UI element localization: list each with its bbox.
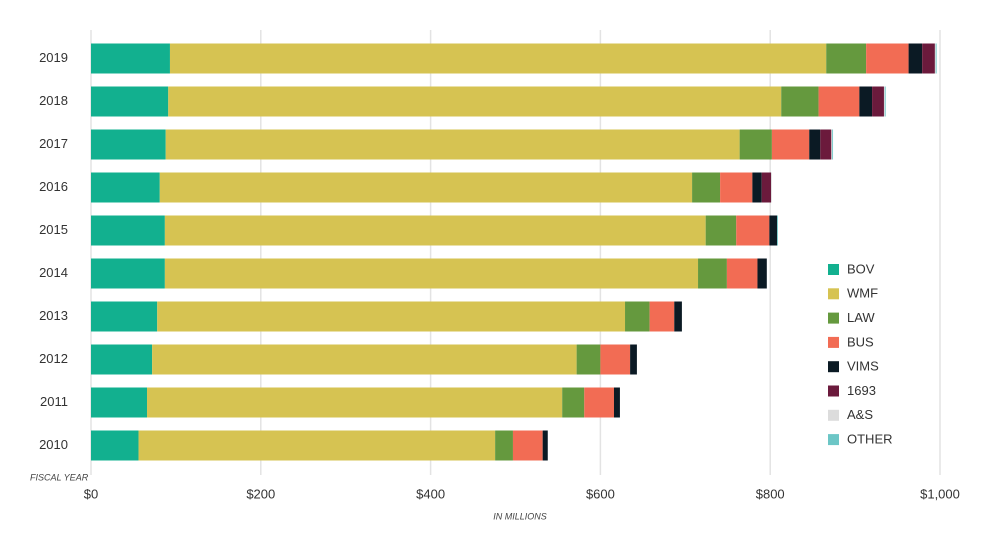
legend-label: BOV bbox=[847, 261, 875, 276]
y-tick-label: 2019 bbox=[39, 50, 68, 65]
bar-segment bbox=[705, 215, 737, 246]
bar-segment bbox=[562, 387, 585, 418]
bar-segment bbox=[91, 215, 165, 246]
x-axis-label: IN MILLIONS bbox=[493, 511, 547, 521]
y-tick-label: 2016 bbox=[39, 179, 68, 194]
bar-segment bbox=[831, 129, 833, 160]
bar-segment bbox=[818, 86, 860, 117]
bar-segment bbox=[91, 172, 160, 203]
bar-segment bbox=[147, 387, 563, 418]
bar-segment bbox=[872, 86, 884, 117]
bar-segment bbox=[91, 43, 170, 74]
bar-segment bbox=[866, 43, 909, 74]
bar-segment bbox=[674, 301, 682, 332]
bar-segment bbox=[859, 86, 873, 117]
bar-segment bbox=[584, 387, 614, 418]
legend-label: VIMS bbox=[847, 359, 879, 374]
bar-segment bbox=[91, 430, 139, 461]
legend-label: OTHER bbox=[847, 432, 893, 447]
bar-segment bbox=[757, 258, 767, 289]
bar-segment bbox=[613, 387, 620, 418]
legend-swatch bbox=[828, 434, 839, 446]
bar-segment bbox=[91, 387, 148, 418]
bar-segment bbox=[649, 301, 675, 332]
legend-swatch bbox=[828, 336, 839, 348]
bar-segment bbox=[542, 430, 548, 461]
bar-segment bbox=[692, 172, 721, 203]
bar-segment bbox=[771, 129, 810, 160]
legend-swatch bbox=[828, 409, 839, 421]
bar-segment bbox=[769, 215, 777, 246]
bar-segment bbox=[164, 215, 706, 246]
bar-segment bbox=[739, 129, 772, 160]
x-tick-label: $800 bbox=[756, 486, 785, 501]
bar-segment bbox=[698, 258, 727, 289]
bar-segment bbox=[630, 344, 637, 375]
x-tick-label: $0 bbox=[84, 486, 98, 501]
bar-segment bbox=[159, 172, 693, 203]
bar-segment bbox=[771, 172, 772, 203]
bar-segment bbox=[809, 129, 821, 160]
y-tick-label: 2018 bbox=[39, 93, 68, 108]
bar-segment bbox=[761, 172, 772, 203]
legend-label: A&S bbox=[847, 407, 873, 422]
y-axis-label: FISCAL YEAR bbox=[30, 472, 89, 482]
legend-swatch bbox=[828, 264, 839, 275]
bar-segment bbox=[922, 43, 935, 74]
bar-segment bbox=[91, 258, 165, 289]
bar-segment bbox=[512, 430, 543, 461]
y-tick-label: 2012 bbox=[39, 351, 68, 366]
legend-swatch bbox=[828, 361, 839, 373]
bar-segment bbox=[935, 43, 937, 74]
bar-segment bbox=[168, 86, 782, 117]
legend-label: 1693 bbox=[847, 383, 876, 398]
bar-segment bbox=[91, 129, 166, 160]
x-tick-label: $400 bbox=[416, 486, 445, 501]
y-tick-label: 2011 bbox=[40, 394, 68, 409]
bar-segment bbox=[820, 129, 832, 160]
bar-segment bbox=[152, 344, 577, 375]
bar-segment bbox=[600, 344, 631, 375]
bar-segment bbox=[832, 129, 834, 160]
bar-segment bbox=[884, 86, 886, 117]
bar-segment bbox=[165, 129, 740, 160]
bar-segment bbox=[776, 215, 778, 246]
legend-swatch bbox=[828, 385, 839, 397]
bar-segment bbox=[720, 172, 753, 203]
bar-segment bbox=[169, 43, 827, 74]
bar-segment bbox=[826, 43, 867, 74]
y-tick-label: 2013 bbox=[39, 308, 68, 323]
bar-segment bbox=[736, 215, 770, 246]
bar-segment bbox=[157, 301, 626, 332]
bar-segment bbox=[576, 344, 601, 375]
bar-segment bbox=[908, 43, 923, 74]
bar-segment bbox=[883, 86, 885, 117]
x-tick-label: $1,000 bbox=[920, 486, 960, 501]
x-tick-label: $200 bbox=[246, 486, 275, 501]
y-tick-label: 2014 bbox=[39, 265, 68, 280]
bar-segment bbox=[752, 172, 762, 203]
legend-label: BUS bbox=[847, 334, 874, 349]
legend-label: WMF bbox=[847, 286, 878, 301]
legend-swatch bbox=[828, 312, 839, 324]
y-tick-label: 2017 bbox=[39, 136, 68, 151]
y-tick-label: 2015 bbox=[39, 222, 68, 237]
legend-label: LAW bbox=[847, 310, 875, 325]
bar-segment bbox=[91, 301, 158, 332]
legend-swatch bbox=[828, 288, 839, 300]
bar-segment bbox=[781, 86, 819, 117]
bar-segment bbox=[164, 258, 699, 289]
bar-segment bbox=[91, 344, 153, 375]
bar-segment bbox=[625, 301, 650, 332]
bar-segment bbox=[495, 430, 513, 461]
y-tick-label: 2010 bbox=[39, 437, 68, 452]
bar-segment bbox=[91, 86, 169, 117]
bar-segment bbox=[934, 43, 936, 74]
bar-segment bbox=[138, 430, 496, 461]
bar-segment bbox=[726, 258, 758, 289]
x-tick-label: $600 bbox=[586, 486, 615, 501]
